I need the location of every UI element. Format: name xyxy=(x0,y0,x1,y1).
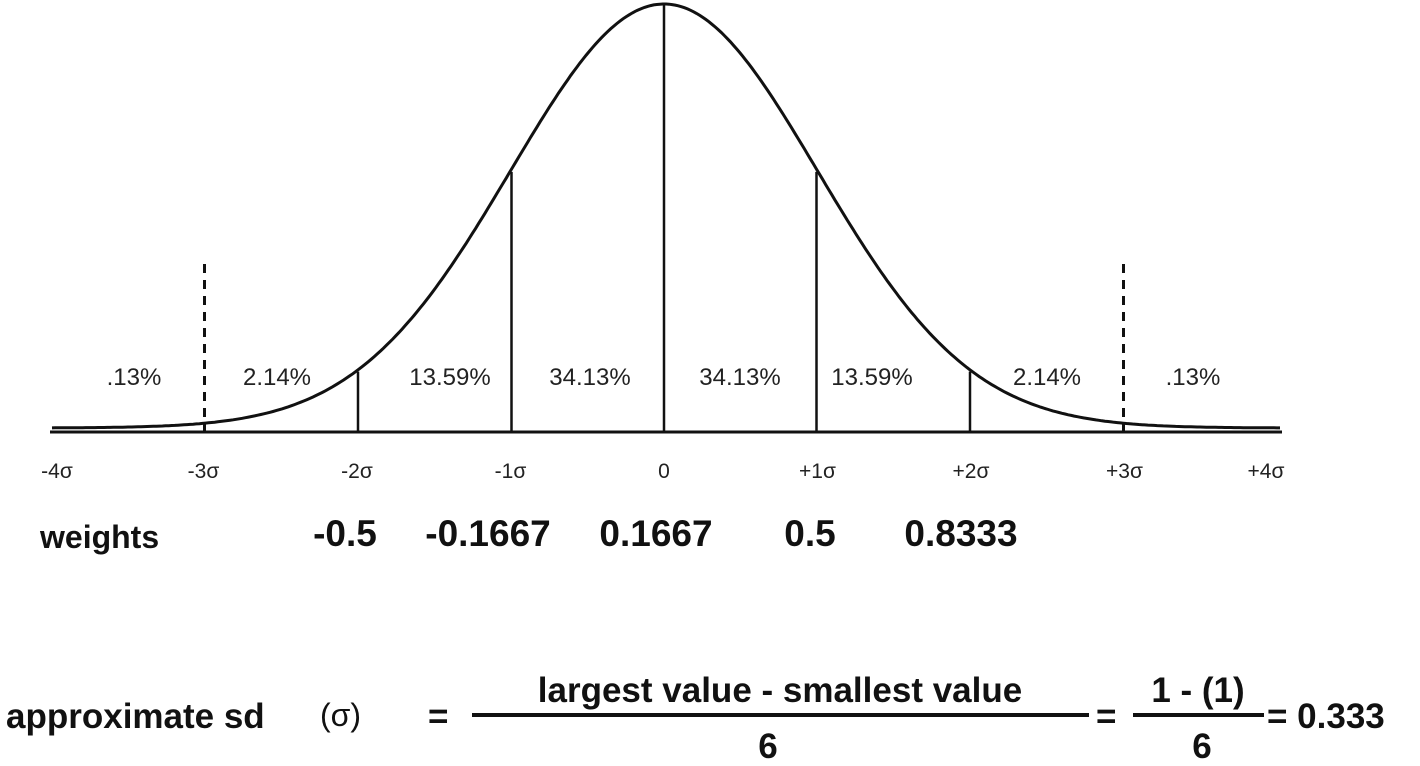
sigma-tick-label: -2σ xyxy=(341,460,373,483)
formula-numerator-1: largest value - smallest value xyxy=(538,671,1022,710)
formula-numerator-2: 1 - (1) xyxy=(1151,671,1244,710)
formula-equals-2: = xyxy=(1096,697,1116,736)
weight-value: -0.1667 xyxy=(425,513,551,554)
sigma-tick-label: -1σ xyxy=(495,460,527,483)
sd-formula: approximate sd (σ) = largest value - sma… xyxy=(6,671,1385,766)
sigma-tick-label: +2σ xyxy=(953,460,990,483)
sigma-boundaries xyxy=(203,5,1125,432)
formula-equals-1: = xyxy=(428,697,448,736)
region-percent-label: 13.59% xyxy=(409,364,490,391)
region-percent-label: .13% xyxy=(107,364,162,391)
formula-result: = 0.333 xyxy=(1267,697,1385,736)
curve-layer xyxy=(50,2,1282,434)
region-percent-label: 2.14% xyxy=(243,364,311,391)
formula-sigma: (σ) xyxy=(320,697,361,733)
sigma-tick-label: -3σ xyxy=(188,460,220,483)
sigma-tick-label: +1σ xyxy=(799,460,836,483)
formula-denominator-2: 6 xyxy=(1192,727,1211,766)
region-percent-label: 34.13% xyxy=(699,364,780,391)
sigma-tick-labels: -4σ -3σ -2σ -1σ 0 +1σ +2σ +3σ +4σ xyxy=(41,460,1284,483)
weight-value: -0.5 xyxy=(313,513,377,554)
weight-value: 0.5 xyxy=(784,513,835,554)
sigma-tick-label: -4σ xyxy=(41,460,73,483)
region-percent-label: 13.59% xyxy=(831,364,912,391)
formula-denominator-1: 6 xyxy=(758,727,777,766)
region-percent-label: 2.14% xyxy=(1013,364,1081,391)
sigma-tick-label: +3σ xyxy=(1106,460,1143,483)
bell-curve xyxy=(51,2,1280,430)
weight-value: 0.8333 xyxy=(904,513,1017,554)
region-percentages: .13% 2.14% 13.59% 34.13% 34.13% 13.59% 2.14% .1… xyxy=(107,364,1221,391)
sigma-tick-label: 0 xyxy=(658,460,670,483)
weights-row: weights -0.5 -0.1667 0.1667 0.5 0.8333 xyxy=(39,513,1018,555)
formula-lhs: approximate sd xyxy=(6,697,265,736)
region-percent-label: .13% xyxy=(1166,364,1221,391)
region-percent-label: 34.13% xyxy=(549,364,630,391)
weights-title: weights xyxy=(39,519,159,555)
weight-value: 0.1667 xyxy=(599,513,712,554)
sigma-tick-label: +4σ xyxy=(1248,460,1285,483)
